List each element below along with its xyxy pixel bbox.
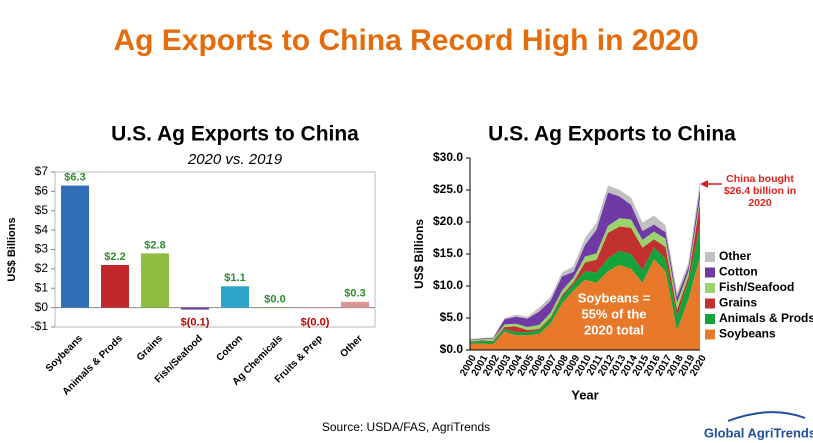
- slide-title: Ag Exports to China Record High in 2020: [113, 24, 698, 57]
- legend-swatch: [705, 267, 715, 278]
- bar: [101, 265, 129, 308]
- annotation: $26.4 billion in: [724, 185, 796, 197]
- legend-label: Soybeans: [719, 327, 776, 341]
- value-label: $(0.1): [181, 317, 210, 329]
- chart-title: U.S. Ag Exports to China: [111, 123, 359, 146]
- y-tick-label: -$1: [31, 319, 49, 333]
- y-tick-label: $3: [35, 242, 49, 256]
- y-tick-label: $25.0: [433, 182, 463, 196]
- chart-subtitle: 2020 vs. 2019: [187, 151, 283, 168]
- y-tick-label: $15.0: [433, 246, 463, 260]
- chart-title: U.S. Ag Exports to China: [488, 123, 736, 146]
- bar: [261, 307, 289, 308]
- x-tick-label: Other: [338, 333, 365, 360]
- logo: Global AgriTrends: [704, 425, 813, 440]
- value-label: $0.0: [264, 294, 285, 306]
- value-label: $6.3: [64, 171, 85, 183]
- legend-swatch: [705, 283, 715, 293]
- y-tick-label: $0.0: [440, 342, 464, 356]
- y-tick-label: $6: [35, 184, 49, 198]
- y-tick-label: $10.0: [433, 278, 463, 292]
- x-tick-label: Cotton: [214, 333, 245, 364]
- legend-label: Cotton: [719, 265, 758, 279]
- y-tick-label: $5.0: [440, 310, 464, 324]
- bar: [141, 253, 169, 308]
- bar: [221, 286, 249, 308]
- legend-swatch: [705, 252, 715, 262]
- y-tick-label: $2: [35, 261, 49, 275]
- bar: [181, 307, 209, 310]
- value-label: $2.8: [144, 239, 165, 251]
- value-label: $2.2: [104, 251, 125, 263]
- value-label: $0.3: [344, 288, 365, 300]
- legend-swatch: [705, 314, 715, 324]
- y-tick-label: $30.0: [433, 150, 463, 164]
- area: [470, 257, 700, 350]
- note: 2020 total: [584, 322, 644, 337]
- bar: [301, 307, 329, 309]
- value-label: $1.1: [224, 272, 245, 284]
- annotation: 2020: [748, 197, 772, 209]
- y-tick-label: $20.0: [433, 214, 463, 228]
- x-axis-label: Year: [571, 387, 598, 402]
- y-tick-label: $7: [35, 164, 49, 178]
- x-tick-label: Soybeans: [44, 333, 85, 374]
- y-tick-label: $0: [35, 300, 49, 314]
- y-tick-label: $5: [35, 203, 49, 217]
- note: 55% of the: [581, 306, 646, 321]
- annotation: China bought: [726, 173, 794, 185]
- x-tick-label: Grains: [135, 333, 165, 363]
- bar: [341, 301, 369, 308]
- value-label: $(0.0): [301, 317, 330, 329]
- legend-label: Other: [719, 249, 751, 263]
- y-tick-label: $1: [35, 280, 49, 294]
- legend-swatch: [705, 298, 715, 309]
- legend-label: Fish/Seafood: [719, 280, 794, 294]
- note: Soybeans =: [578, 290, 651, 305]
- y-tick-label: $4: [35, 222, 49, 236]
- source: Source: USDA/FAS, AgriTrends: [322, 420, 490, 434]
- bar: [61, 185, 89, 308]
- logo-swoosh: [727, 411, 806, 422]
- legend-swatch: [705, 329, 715, 340]
- arrow-head: [700, 180, 708, 188]
- y-axis-label: US$ Billions: [6, 217, 18, 281]
- legend-label: Animals & Prods: [719, 311, 813, 325]
- y-axis-label: US$ Billions: [412, 219, 426, 289]
- legend-label: Grains: [719, 296, 757, 310]
